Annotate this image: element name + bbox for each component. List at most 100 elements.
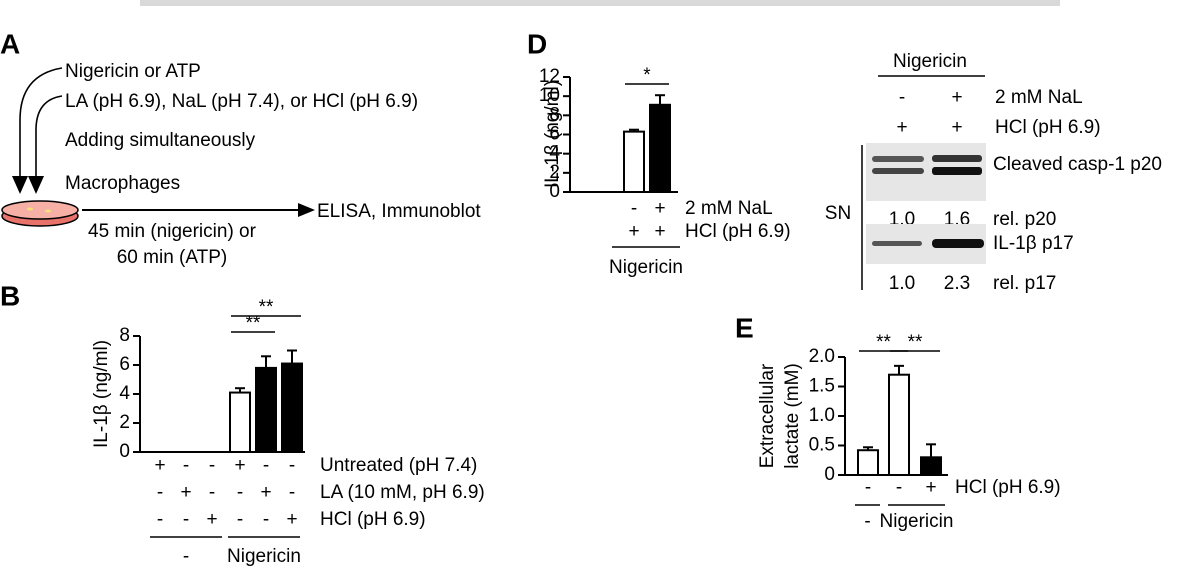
y-tick-label: 6	[119, 354, 130, 375]
group-label: Nigericin	[609, 257, 683, 278]
rel-label: rel. p20	[993, 209, 1056, 230]
sign: -	[263, 509, 269, 530]
row-label: 2 mM NaL	[685, 198, 773, 219]
sign: -	[183, 509, 189, 530]
sign: +	[896, 117, 907, 138]
sign: +	[234, 455, 245, 476]
sign: +	[654, 198, 665, 219]
arrow-heads	[12, 176, 315, 217]
y-tick-label: 2	[119, 412, 130, 433]
y-tick-label: 10	[539, 85, 560, 106]
y-tick-label: 12	[539, 66, 560, 87]
time-text: 60 min (ATP)	[117, 247, 228, 268]
bar	[281, 362, 303, 453]
row-label: 2 mM NaL	[995, 87, 1083, 108]
y-tick-label: 0	[549, 181, 560, 202]
significance-label: **	[908, 332, 923, 353]
blot-group: Nigericin	[893, 51, 967, 72]
bar	[920, 456, 942, 476]
sign: -	[183, 455, 189, 476]
sign: -	[631, 198, 637, 219]
readout-text: ELISA, Immunoblot	[317, 201, 481, 222]
row-label: HCl (pH 6.9)	[955, 477, 1061, 498]
y-tick-label: 0	[119, 441, 130, 462]
bar	[255, 366, 277, 453]
significance-label: **	[259, 297, 274, 318]
y-tick-label: 1.5	[809, 376, 835, 397]
y-tick-label: 6	[549, 124, 560, 145]
panel-label: E	[735, 312, 754, 343]
treatment-text: Adding simultaneously	[65, 130, 256, 151]
time-text: 45 min (nigericin) or	[88, 221, 257, 242]
fraction-label: SN	[825, 203, 851, 224]
y-tick-label: 4	[119, 383, 130, 404]
arrows	[19, 67, 300, 211]
sign: +	[260, 482, 271, 503]
row-label: HCl (pH 6.9)	[320, 509, 426, 530]
y-tick-label: 1.0	[809, 405, 835, 426]
y-tick-label: 0	[824, 464, 835, 485]
rel-value: 1.0	[889, 273, 915, 294]
group-label: Nigericin	[227, 546, 301, 567]
sign: -	[237, 509, 243, 530]
blot-image	[866, 224, 986, 264]
sign: +	[286, 509, 297, 530]
blot-image	[866, 143, 986, 201]
bar	[229, 391, 251, 453]
row-label: Untreated (pH 7.4)	[320, 455, 477, 476]
y-axis-label: Extracellular	[757, 363, 778, 468]
row-label: HCl (pH 6.9)	[685, 221, 791, 242]
sign: -	[209, 455, 215, 476]
significance-label: **	[246, 313, 261, 334]
y-axis-label: lactate (mM)	[782, 363, 803, 469]
y-tick-label: 4	[549, 143, 560, 164]
panel-label: D	[527, 28, 547, 59]
y-tick-label: 2.0	[809, 346, 835, 367]
sign: -	[289, 482, 295, 503]
sign: -	[899, 87, 905, 108]
treatment-text: LA (pH 6.9), NaL (pH 7.4), or HCl (pH 6.…	[65, 91, 418, 112]
panel-label: B	[0, 280, 20, 311]
band-label: Cleaved casp-1 p20	[993, 154, 1162, 175]
sign: +	[925, 477, 936, 498]
sign: -	[896, 477, 902, 498]
band-label: IL-1β p17	[993, 233, 1074, 254]
group-label: -	[864, 511, 870, 532]
bar	[649, 103, 671, 193]
sign: +	[951, 87, 962, 108]
sign: -	[289, 455, 295, 476]
panel-label: A	[0, 28, 20, 59]
sign: -	[209, 482, 215, 503]
dish	[1, 200, 79, 227]
sign: +	[206, 509, 217, 530]
y-tick-label: 8	[549, 104, 560, 125]
sign: -	[157, 509, 163, 530]
treatment-text: Nigericin or ATP	[65, 61, 201, 82]
sign: +	[654, 221, 665, 242]
group-label: -	[183, 546, 189, 567]
top-bar	[140, 0, 1060, 6]
y-tick-label: 8	[119, 325, 130, 346]
significance-label: **	[876, 332, 891, 353]
sign: -	[237, 482, 243, 503]
row-label: HCl (pH 6.9)	[995, 117, 1101, 138]
group-label: Nigericin	[880, 511, 954, 532]
bar	[857, 449, 879, 477]
bar	[623, 130, 645, 193]
y-tick-label: 2	[549, 162, 560, 183]
sign: +	[951, 117, 962, 138]
sign: -	[263, 455, 269, 476]
rel-label: rel. p17	[993, 273, 1056, 294]
sign: -	[865, 477, 871, 498]
sign: -	[157, 482, 163, 503]
bar	[888, 373, 910, 477]
y-axis-label: IL-1β (ng/ml)	[91, 340, 112, 448]
significance-label: *	[643, 65, 651, 86]
y-axis-label: IL-1β (ng/ml)	[542, 80, 563, 188]
treatment-text: Macrophages	[65, 173, 180, 194]
sign: +	[180, 482, 191, 503]
sign: +	[154, 455, 165, 476]
row-label: LA (10 mM, pH 6.9)	[320, 482, 485, 503]
sign: +	[628, 221, 639, 242]
